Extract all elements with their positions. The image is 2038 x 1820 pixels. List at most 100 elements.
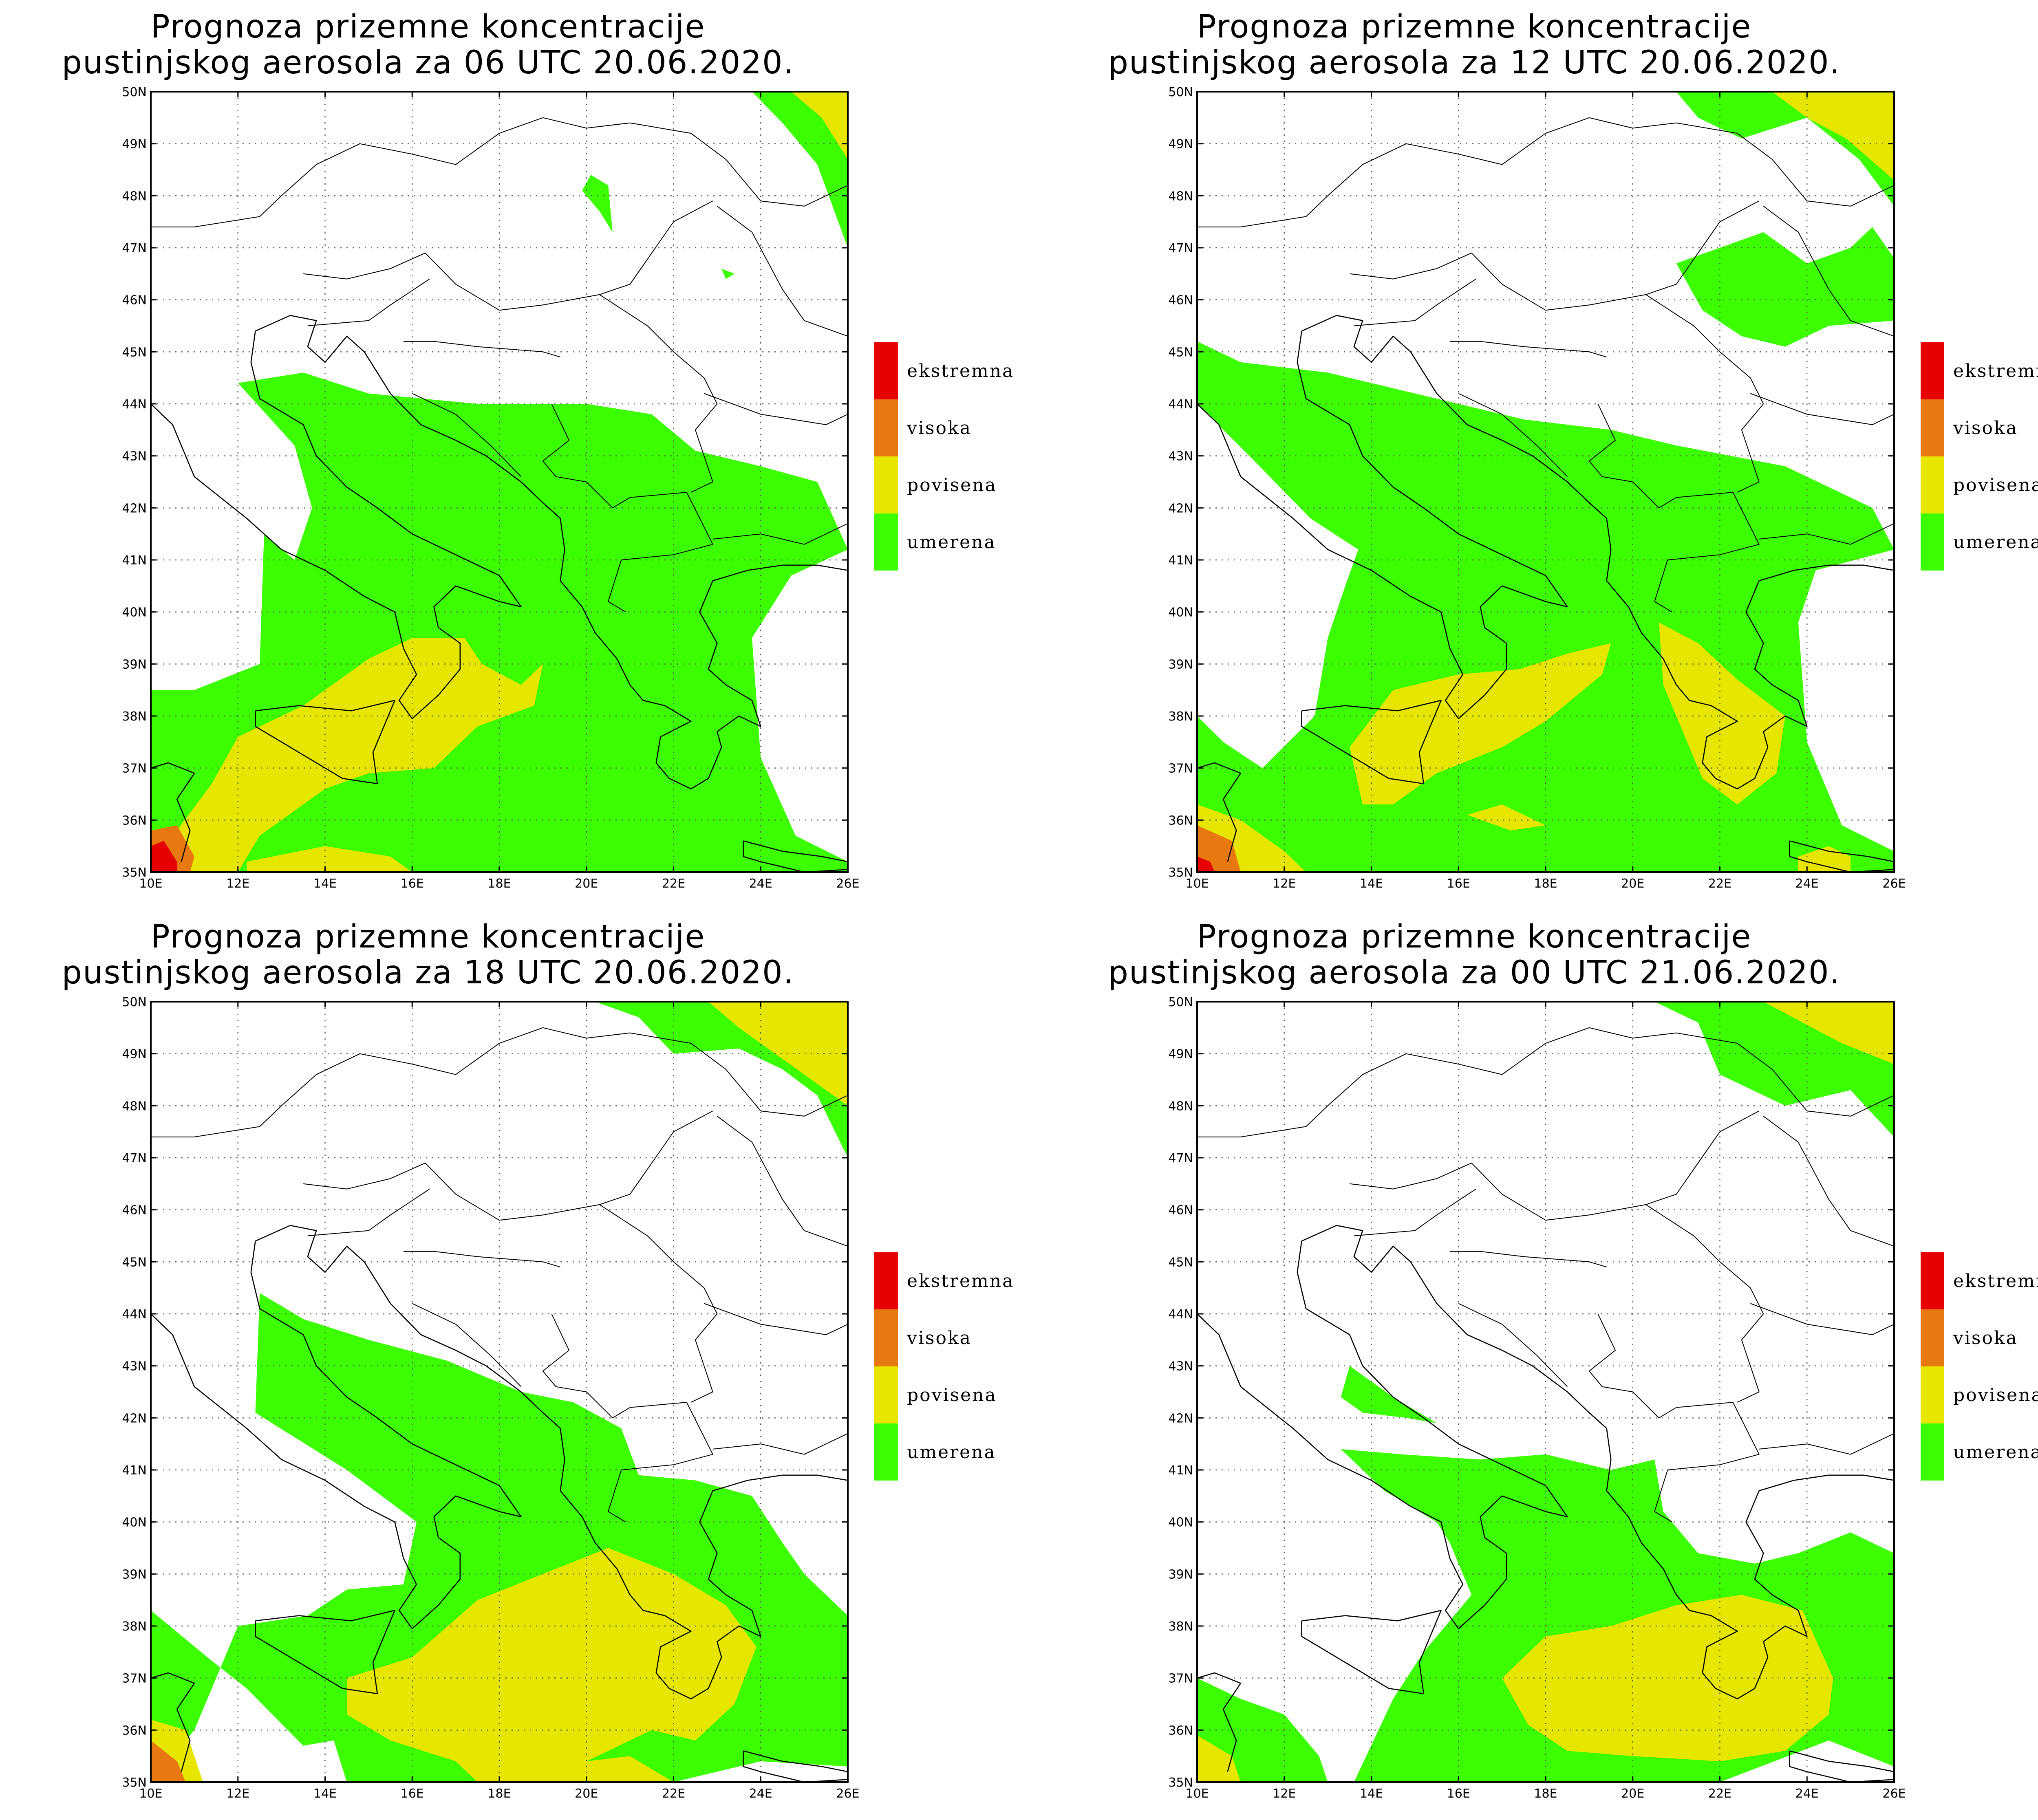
coastline bbox=[255, 315, 848, 789]
lon-tick-label: 20E bbox=[1621, 877, 1644, 891]
lat-tick-label: 36N bbox=[1168, 813, 1193, 828]
concentration-area-povisena bbox=[151, 638, 543, 872]
country-border bbox=[1763, 206, 1894, 337]
concentration-area-ekstremna bbox=[151, 841, 177, 872]
lat-tick-label: 41N bbox=[122, 1463, 147, 1478]
lat-tick-label: 39N bbox=[1168, 1567, 1193, 1582]
lat-tick-label: 44N bbox=[1168, 397, 1193, 412]
lon-tick-label: 26E bbox=[836, 877, 859, 891]
country-border bbox=[1645, 294, 1764, 493]
lat-tick-label: 40N bbox=[122, 606, 147, 620]
lat-tick-label: 44N bbox=[122, 1307, 147, 1322]
country-border bbox=[1458, 1303, 1568, 1387]
lat-tick-label: 37N bbox=[1168, 762, 1193, 776]
legend-label: visoka bbox=[1953, 1328, 2018, 1348]
lat-tick-label: 41N bbox=[1168, 553, 1193, 568]
country-border bbox=[542, 1313, 713, 1523]
lon-tick-label: 24E bbox=[1795, 877, 1819, 891]
forecast-panel-06utc: Prognoza prizemne koncentracije pustinjs… bbox=[0, 0, 1046, 910]
legend-label: umerena bbox=[1953, 1442, 2038, 1463]
lon-tick-label: 12E bbox=[226, 1787, 249, 1801]
concentration-area-povisena bbox=[791, 92, 848, 159]
concentration-area-povisena bbox=[1197, 1735, 1241, 1782]
lat-tick-label: 36N bbox=[1168, 1723, 1193, 1738]
lon-tick-label: 14E bbox=[313, 1787, 337, 1801]
lon-tick-label: 26E bbox=[1882, 1787, 1906, 1801]
lat-tick-label: 48N bbox=[122, 1099, 147, 1113]
legend-label: umerena bbox=[907, 532, 996, 553]
country-border bbox=[717, 206, 848, 337]
lon-tick-label: 14E bbox=[313, 877, 337, 891]
country-border bbox=[1588, 403, 1760, 613]
legend-label: ekstremna bbox=[1953, 361, 2038, 381]
lat-tick-label: 47N bbox=[122, 241, 147, 256]
country-border bbox=[1354, 1188, 1476, 1236]
country-border bbox=[1449, 341, 1607, 358]
concentration-area-visoka bbox=[1197, 825, 1241, 872]
lon-tick-label: 20E bbox=[1621, 1787, 1644, 1801]
panel-title-line2: pustinjskog aerosola za 00 UTC 21.06.202… bbox=[1108, 954, 1841, 991]
lat-tick-label: 49N bbox=[122, 1047, 147, 1062]
concentration-area-umerena bbox=[752, 92, 848, 248]
country-border bbox=[307, 1188, 430, 1236]
lat-tick-label: 39N bbox=[1168, 657, 1193, 672]
coastline bbox=[151, 1241, 522, 1629]
country-border bbox=[1645, 1204, 1764, 1403]
forecast-panel-18utc: Prognoza prizemne koncentracije pustinjs… bbox=[0, 910, 1046, 1820]
panel-title-line2: pustinjskog aerosola za 12 UTC 20.06.202… bbox=[1108, 44, 1841, 81]
country-border bbox=[1588, 1313, 1760, 1523]
concentration-area-povisena bbox=[456, 1740, 674, 1782]
legend-label: umerena bbox=[907, 1442, 996, 1463]
country-border bbox=[1750, 393, 1894, 425]
panel-title-line1: Prognoza prizemne koncentracije bbox=[150, 9, 706, 45]
lat-tick-label: 40N bbox=[1168, 606, 1193, 620]
country-border bbox=[1354, 278, 1476, 326]
lat-tick-label: 39N bbox=[122, 1567, 147, 1582]
lat-tick-label: 46N bbox=[1168, 293, 1193, 308]
country-border bbox=[1759, 523, 1894, 545]
lat-tick-label: 46N bbox=[1168, 1203, 1193, 1218]
legend-label: visoka bbox=[907, 1328, 972, 1348]
lon-tick-label: 26E bbox=[1882, 877, 1906, 891]
country-border bbox=[403, 341, 560, 358]
concentration-area-povisena bbox=[1502, 1595, 1833, 1761]
coastline bbox=[1789, 840, 1894, 872]
lat-tick-label: 40N bbox=[1168, 1516, 1193, 1530]
country-border bbox=[403, 1251, 560, 1268]
coastline bbox=[255, 1225, 848, 1699]
lon-tick-label: 14E bbox=[1360, 1787, 1383, 1801]
legend-label: ekstremna bbox=[907, 361, 1015, 381]
lon-tick-label: 18E bbox=[487, 877, 511, 891]
concentration-area-umerena bbox=[582, 175, 613, 232]
lat-tick-label: 49N bbox=[1168, 137, 1193, 152]
concentration-area-umerena bbox=[1341, 1366, 1437, 1423]
coastline bbox=[1301, 1225, 1894, 1699]
country-border bbox=[1458, 393, 1568, 477]
lat-tick-label: 49N bbox=[122, 137, 147, 152]
lat-tick-label: 50N bbox=[1168, 85, 1193, 99]
plot-area bbox=[151, 1002, 848, 1782]
lat-tick-label: 46N bbox=[122, 1203, 147, 1218]
coastline bbox=[1789, 1750, 1894, 1782]
lat-tick-label: 35N bbox=[1168, 866, 1193, 880]
lat-tick-label: 50N bbox=[1168, 995, 1193, 1009]
lat-tick-label: 49N bbox=[1168, 1047, 1193, 1062]
country-border bbox=[412, 1303, 522, 1387]
lat-tick-label: 44N bbox=[122, 397, 147, 412]
country-border bbox=[151, 1027, 848, 1137]
coastline bbox=[1301, 1610, 1442, 1694]
lat-tick-label: 35N bbox=[122, 866, 147, 880]
panel-title-line1: Prognoza prizemne koncentracije bbox=[1197, 919, 1752, 955]
country-border bbox=[1349, 1111, 1760, 1221]
country-border bbox=[1197, 1027, 1894, 1137]
concentration-area-povisena bbox=[1467, 804, 1546, 831]
concentration-area-povisena bbox=[1772, 92, 1894, 180]
coastline bbox=[1197, 762, 1242, 862]
concentration-area-povisena bbox=[247, 846, 412, 872]
forecast-panel-00utc: Prognoza prizemne koncentracije pustinjs… bbox=[1046, 910, 2038, 1820]
lat-tick-label: 48N bbox=[122, 189, 147, 203]
lon-tick-label: 10E bbox=[139, 1787, 162, 1801]
lon-tick-label: 22E bbox=[1708, 877, 1731, 891]
coastline bbox=[255, 700, 395, 784]
lat-tick-label: 45N bbox=[1168, 345, 1193, 359]
